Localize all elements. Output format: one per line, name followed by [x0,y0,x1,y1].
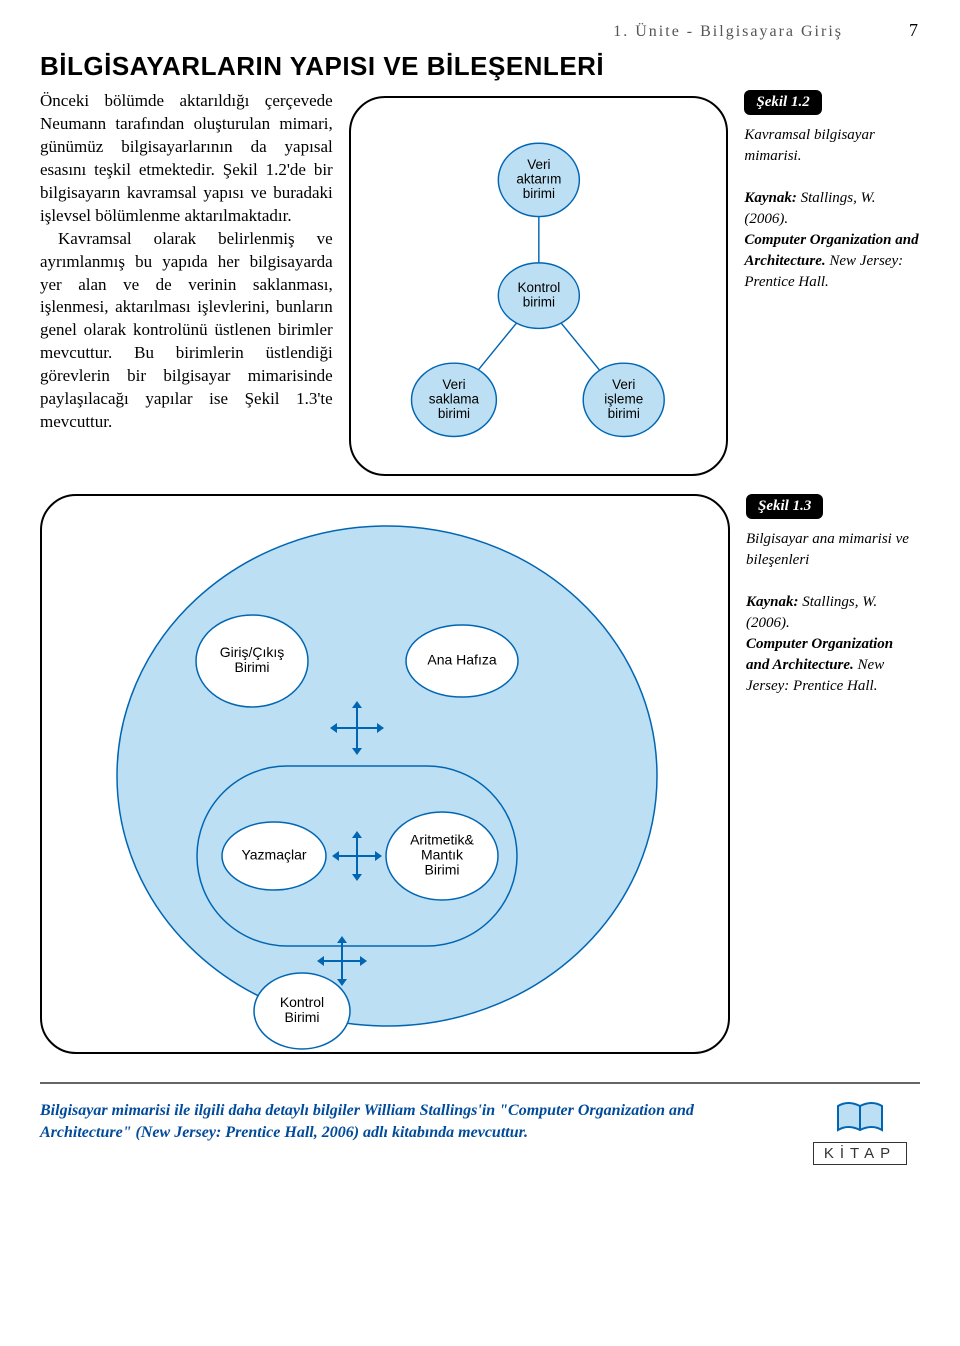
unit-label: 1. Ünite - Bilgisayara Giriş [613,23,843,40]
figure-1-3-svg: Giriş/ÇıkışBirimiAna HafızaYazmaçlarArit… [42,496,732,1056]
caption-badge-1-2: Şekil 1.2 [744,90,821,115]
svg-text:Aritmetik&: Aritmetik& [410,832,474,848]
svg-text:işleme: işleme [604,391,643,406]
svg-text:Birimi: Birimi [425,862,460,878]
svg-text:birimi: birimi [607,406,639,421]
paragraph-1: Önceki bölümde aktarıldığı çerçevede Neu… [40,90,333,228]
caption-badge-1-3: Şekil 1.3 [746,494,823,519]
figure-1-3: Giriş/ÇıkışBirimiAna HafızaYazmaçlarArit… [40,494,730,1054]
svg-text:Veri: Veri [612,377,635,392]
caption-1-2: Şekil 1.2 Kavramsal bilgisayar mimarisi.… [744,90,920,293]
svg-text:Giriş/Çıkış: Giriş/Çıkış [220,644,285,660]
svg-text:saklama: saklama [429,391,480,406]
body-text: Önceki bölümde aktarıldığı çerçevede Neu… [40,90,333,434]
svg-text:Kontrol: Kontrol [280,994,324,1010]
caption-text-1-2: Kavramsal bilgisayar mimarisi. Kaynak: S… [744,125,920,293]
svg-text:Veri: Veri [527,157,550,172]
book-icon [834,1100,886,1136]
svg-text:aktarım: aktarım [516,171,561,186]
svg-text:Veri: Veri [442,377,465,392]
svg-text:Yazmaçlar: Yazmaçlar [241,847,306,863]
book-reference-row: Bilgisayar mimarisi ile ilgili daha deta… [40,1082,920,1165]
svg-text:birimi: birimi [522,186,554,201]
caption12-source-label: Kaynak: [744,190,797,206]
caption13-source-label: Kaynak: [746,594,799,610]
caption-1-3: Şekil 1.3 Bilgisayar ana mimarisi ve bil… [746,494,920,697]
paragraph-2: Kavramsal olarak belirlenmiş ve ayrımlan… [40,228,333,434]
book-icon-wrap: KİTAP [800,1100,920,1165]
figure-1-2-svg: VeriaktarımbirimiKontrolbirimiVerisaklam… [371,118,707,454]
svg-text:Mantık: Mantık [421,847,464,863]
figure-1-2: VeriaktarımbirimiKontrolbirimiVerisaklam… [349,96,729,476]
svg-text:Birimi: Birimi [285,1009,320,1025]
page-header: 1. Ünite - Bilgisayara Giriş 7 [0,0,960,51]
svg-text:Kontrol: Kontrol [517,280,560,295]
svg-text:birimi: birimi [438,406,470,421]
caption12-desc: Kavramsal bilgisayar mimarisi. [744,127,874,164]
book-label: KİTAP [813,1142,907,1165]
svg-text:Birimi: Birimi [235,659,270,675]
book-reference-text: Bilgisayar mimarisi ile ilgili daha deta… [40,1100,782,1145]
page-number: 7 [909,20,920,40]
caption-text-1-3: Bilgisayar ana mimarisi ve bileşenleri K… [746,529,920,697]
caption13-desc: Bilgisayar ana mimarisi ve bileşenleri [746,531,909,568]
svg-text:Ana Hafıza: Ana Hafıza [427,652,496,668]
section-title: BİLGİSAYARLARIN YAPISI VE BİLEŞENLERİ [40,51,920,82]
svg-text:birimi: birimi [522,294,554,309]
